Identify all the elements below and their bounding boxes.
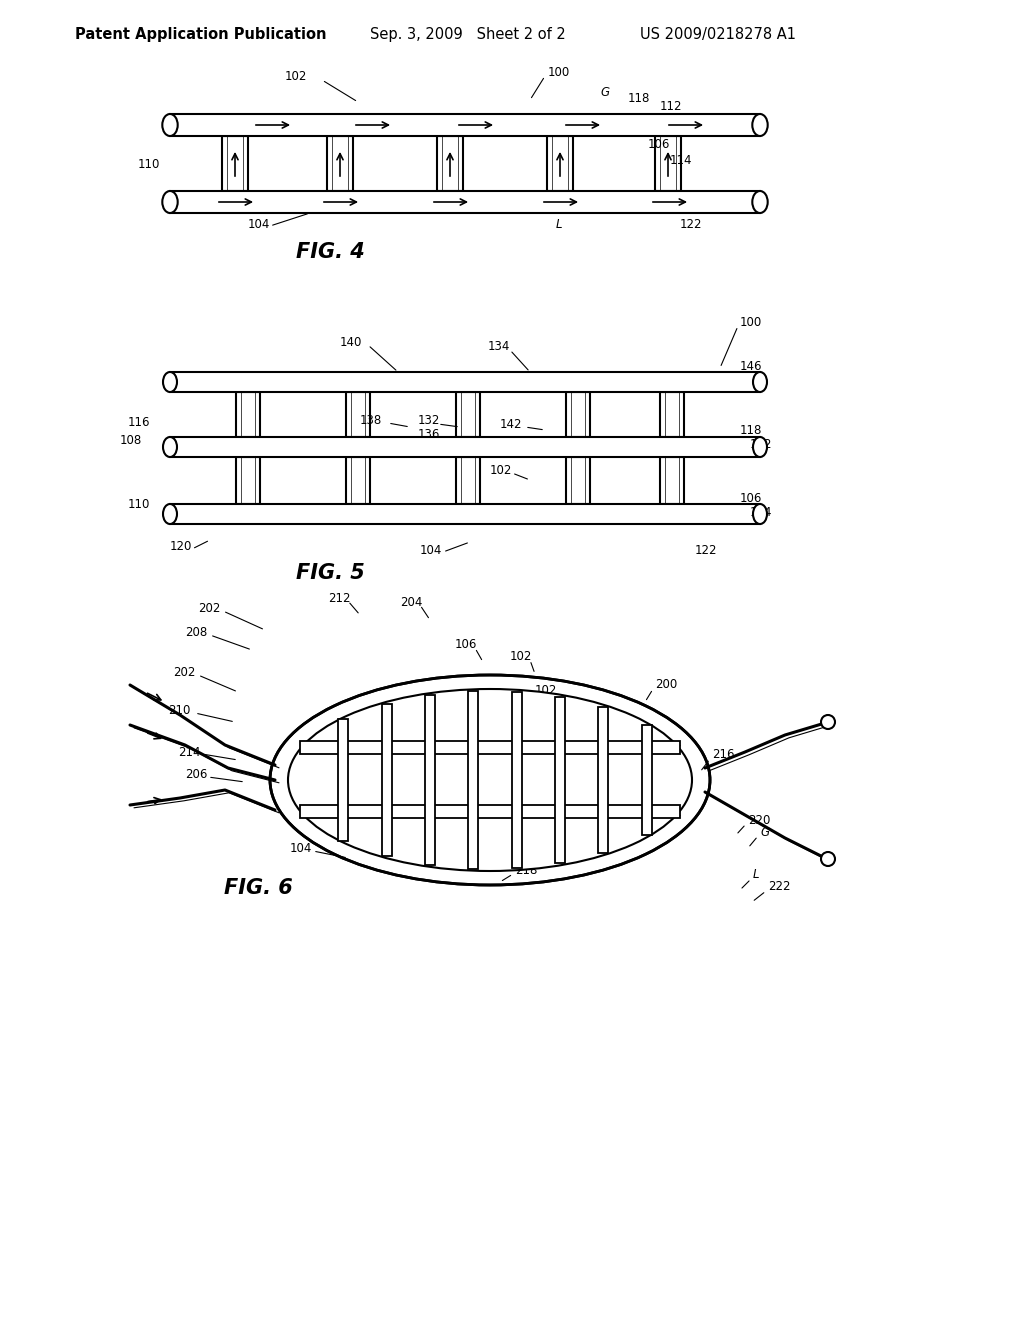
Bar <box>566 392 590 437</box>
Text: 108: 108 <box>120 433 142 446</box>
Ellipse shape <box>163 372 177 392</box>
Bar <box>642 725 651 836</box>
Text: 210: 210 <box>168 704 190 717</box>
Text: US 2009/0218278 A1: US 2009/0218278 A1 <box>640 28 796 42</box>
Text: G: G <box>760 825 769 838</box>
Ellipse shape <box>162 191 178 213</box>
Text: 114: 114 <box>750 506 772 519</box>
Bar <box>382 704 391 857</box>
Bar <box>346 392 370 437</box>
Bar <box>236 392 260 437</box>
Text: 104: 104 <box>290 842 312 854</box>
Text: 136: 136 <box>418 428 440 441</box>
Text: 102: 102 <box>510 651 532 664</box>
Text: 138: 138 <box>360 413 382 426</box>
Text: 110: 110 <box>128 498 151 511</box>
Ellipse shape <box>163 437 177 457</box>
Text: 106: 106 <box>455 639 477 652</box>
Text: 122: 122 <box>695 544 718 557</box>
Ellipse shape <box>288 689 692 871</box>
Text: 122: 122 <box>680 218 702 231</box>
Bar <box>170 437 760 457</box>
Text: 120: 120 <box>170 540 193 553</box>
Text: 206: 206 <box>185 768 208 781</box>
Bar <box>338 719 348 841</box>
Text: 134: 134 <box>488 341 510 354</box>
Bar <box>170 114 760 136</box>
Bar <box>300 741 680 754</box>
Text: 212: 212 <box>328 591 350 605</box>
Text: 104: 104 <box>435 851 458 865</box>
Text: FIG. 6: FIG. 6 <box>223 878 293 898</box>
Bar <box>170 504 760 524</box>
Text: 202: 202 <box>173 665 196 678</box>
Ellipse shape <box>163 504 177 524</box>
Text: 112: 112 <box>660 100 683 114</box>
Ellipse shape <box>753 372 767 392</box>
Text: 102: 102 <box>535 684 557 697</box>
Ellipse shape <box>753 504 767 524</box>
Text: 104: 104 <box>248 218 270 231</box>
Text: 142: 142 <box>500 417 522 430</box>
Text: Patent Application Publication: Patent Application Publication <box>75 28 327 42</box>
Text: 146: 146 <box>740 360 763 374</box>
Text: 104: 104 <box>420 544 442 557</box>
Text: 220: 220 <box>748 813 770 826</box>
Text: 208: 208 <box>185 626 207 639</box>
Text: 114: 114 <box>670 153 692 166</box>
Text: 102: 102 <box>285 70 307 83</box>
Bar <box>425 696 435 865</box>
Circle shape <box>821 715 835 729</box>
Ellipse shape <box>162 114 178 136</box>
Text: FIG. 5: FIG. 5 <box>296 564 365 583</box>
Text: G: G <box>600 86 609 99</box>
Bar <box>300 805 680 818</box>
Text: 202: 202 <box>198 602 220 615</box>
Text: 112: 112 <box>750 437 772 450</box>
Bar <box>346 457 370 504</box>
Ellipse shape <box>753 437 767 457</box>
Bar <box>555 697 565 863</box>
Text: 200: 200 <box>655 678 677 692</box>
Bar <box>170 372 760 392</box>
Bar <box>327 136 353 191</box>
Bar <box>655 136 681 191</box>
Text: 204: 204 <box>400 595 422 609</box>
Bar <box>660 392 684 437</box>
Text: 100: 100 <box>740 315 762 329</box>
Text: 118: 118 <box>628 91 650 104</box>
Text: 140: 140 <box>340 335 362 348</box>
Bar <box>236 457 260 504</box>
Text: Sep. 3, 2009   Sheet 2 of 2: Sep. 3, 2009 Sheet 2 of 2 <box>370 28 565 42</box>
Bar <box>598 706 608 853</box>
Bar <box>170 191 760 213</box>
Bar <box>437 136 463 191</box>
Text: 102: 102 <box>490 463 512 477</box>
Text: 100: 100 <box>548 66 570 78</box>
Text: 216: 216 <box>712 748 734 762</box>
Ellipse shape <box>753 114 768 136</box>
Text: 118: 118 <box>740 424 763 437</box>
Text: 218: 218 <box>515 863 538 876</box>
Bar <box>512 692 521 869</box>
Text: L: L <box>556 218 562 231</box>
Bar <box>566 457 590 504</box>
Text: 222: 222 <box>768 880 791 894</box>
Text: 110: 110 <box>138 158 161 172</box>
Bar <box>547 136 573 191</box>
Text: 132: 132 <box>418 413 440 426</box>
Text: FIG. 4: FIG. 4 <box>296 242 365 261</box>
Bar <box>222 136 248 191</box>
Text: 106: 106 <box>740 491 763 504</box>
Text: 214: 214 <box>178 746 201 759</box>
Text: L: L <box>753 869 760 882</box>
Bar <box>456 457 480 504</box>
Bar <box>456 392 480 437</box>
Bar <box>468 692 478 869</box>
Bar <box>660 457 684 504</box>
Ellipse shape <box>753 191 768 213</box>
Text: 116: 116 <box>128 416 151 429</box>
Circle shape <box>821 851 835 866</box>
Text: 106: 106 <box>648 139 671 152</box>
